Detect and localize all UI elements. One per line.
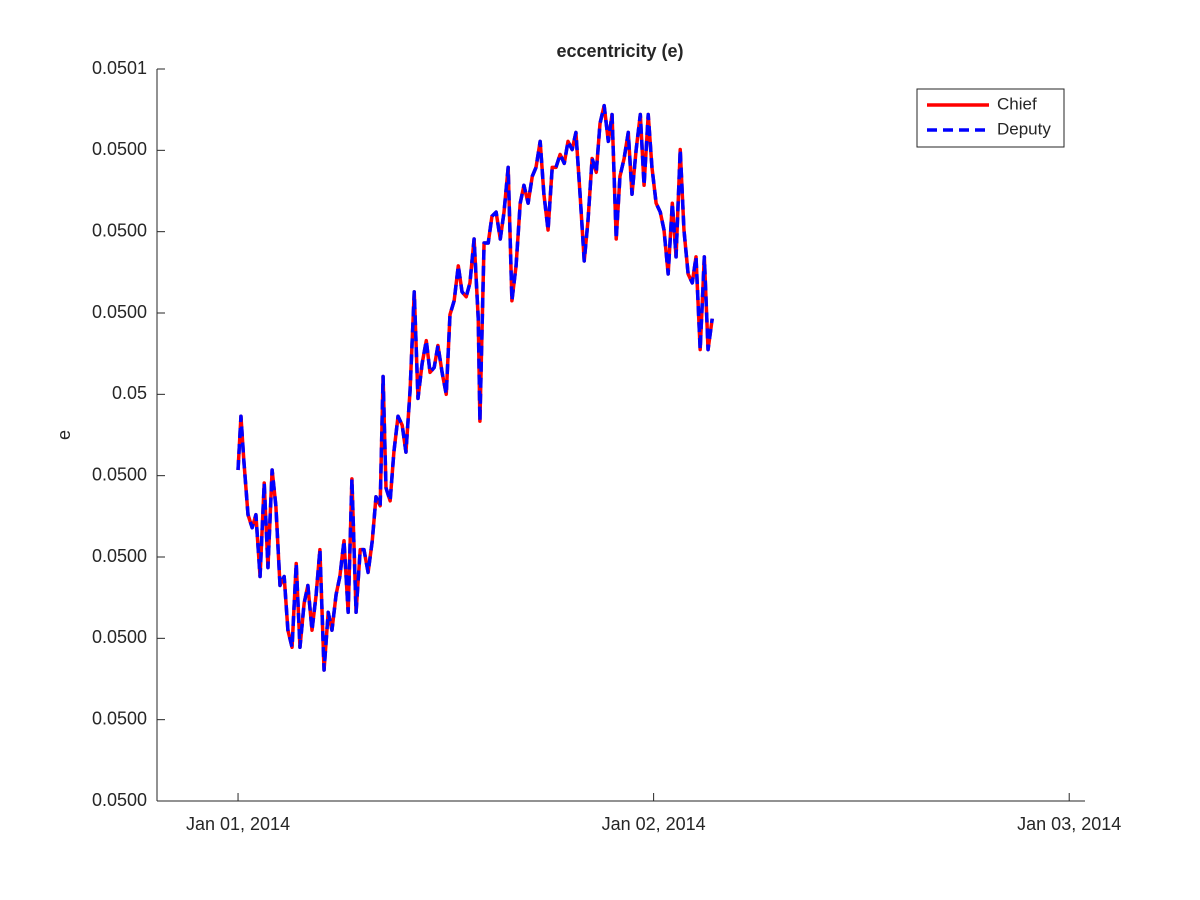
series-line: [236, 103, 714, 672]
y-tick-label: 0.0500: [92, 790, 147, 810]
x-tick-label: Jan 03, 2014: [1017, 814, 1121, 834]
y-tick-label: 0.0500: [92, 139, 147, 159]
y-tick-label: 0.0500: [92, 302, 147, 322]
y-axis-label: e: [54, 430, 74, 440]
chart-title: eccentricity (e): [556, 41, 683, 61]
y-tick-label: 0.0500: [92, 464, 147, 484]
y-tick-label: 0.0500: [92, 220, 147, 240]
y-tick-label: 0.0500: [92, 627, 147, 647]
y-tick-label: 0.05: [112, 383, 147, 403]
y-tick-label: 0.0500: [92, 708, 147, 728]
x-tick-label: Jan 02, 2014: [602, 814, 706, 834]
x-tick-label: Jan 01, 2014: [186, 814, 290, 834]
y-tick-label: 0.0500: [92, 546, 147, 566]
legend-label: Chief: [997, 94, 1037, 113]
legend-label: Deputy: [997, 119, 1051, 138]
legend-box: [916, 88, 1065, 148]
y-tick-label: 0.0501: [92, 58, 147, 78]
